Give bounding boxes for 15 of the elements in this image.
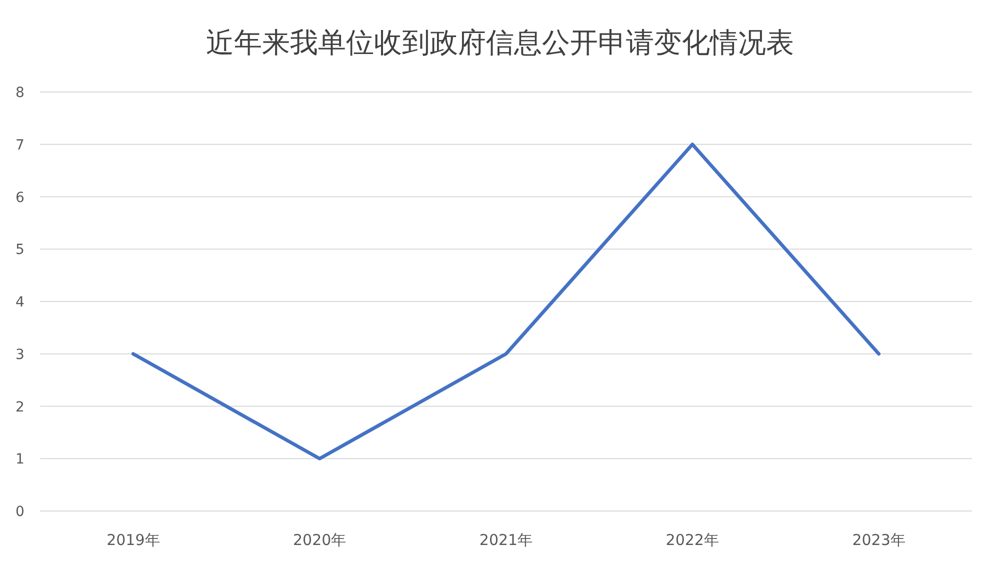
y-tick-label: 6 xyxy=(16,190,25,206)
y-tick-label: 3 xyxy=(16,346,24,363)
y-tick-label: 7 xyxy=(16,137,24,154)
x-tick-label: 2020年 xyxy=(293,531,346,549)
x-tick-label: 2022年 xyxy=(666,531,719,549)
x-tick-label: 2021年 xyxy=(479,531,533,549)
y-tick-label: 0 xyxy=(16,504,24,520)
y-tick-label: 4 xyxy=(16,294,25,310)
y-tick-label: 8 xyxy=(16,85,24,101)
y-tick-label: 1 xyxy=(16,452,24,468)
y-tick-label: 5 xyxy=(16,242,24,258)
x-tick-label: 2019年 xyxy=(106,531,160,549)
x-tick-label: 2023年 xyxy=(852,531,906,549)
chart-title: 近年来我单位收到政府信息公开申请变化情况表 xyxy=(206,26,794,59)
y-tick-label: 2 xyxy=(16,399,24,416)
